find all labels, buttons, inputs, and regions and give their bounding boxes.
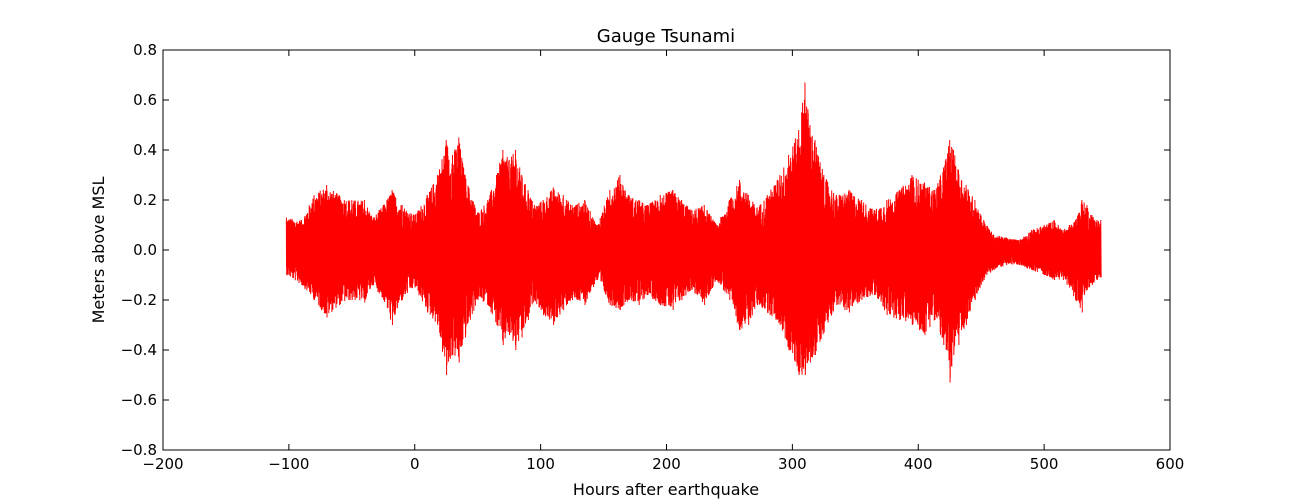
chart-title: Gauge Tsunami — [597, 26, 735, 47]
y-tick-label: −0.8 — [121, 441, 157, 459]
x-tick-label: 200 — [652, 455, 681, 473]
y-tick-label: 0.6 — [133, 91, 157, 109]
x-tick-label: 100 — [526, 455, 555, 473]
y-tick-label: 0.8 — [133, 41, 157, 59]
plot-frame — [162, 49, 1171, 451]
x-tick-label: −100 — [268, 455, 309, 473]
x-tick-label: −200 — [142, 455, 183, 473]
ticks-layer: −200 −100 0 100 200 300 400 500 600 0.8 0.6 0.4 0.2 0… — [121, 41, 1185, 473]
y-tick-label: −0.6 — [121, 391, 157, 409]
y-tick-label: −0.4 — [121, 341, 157, 359]
y-tick-label: 0.2 — [133, 191, 157, 209]
series-layer — [285, 82, 1102, 383]
y-tick-label: 0.4 — [133, 141, 157, 159]
x-axis-title: Hours after earthquake — [573, 480, 759, 499]
y-tick-label: −0.2 — [121, 291, 157, 309]
x-tick-label: 0 — [410, 455, 420, 473]
x-tick-label: 400 — [904, 455, 933, 473]
x-tick-label: 300 — [778, 455, 807, 473]
series-line — [285, 82, 1102, 383]
y-tick-label: 0.0 — [133, 241, 157, 259]
x-tick-label: 500 — [1030, 455, 1059, 473]
y-axis-title: Meters above MSL — [89, 177, 108, 324]
x-tick-label: 600 — [1156, 455, 1185, 473]
